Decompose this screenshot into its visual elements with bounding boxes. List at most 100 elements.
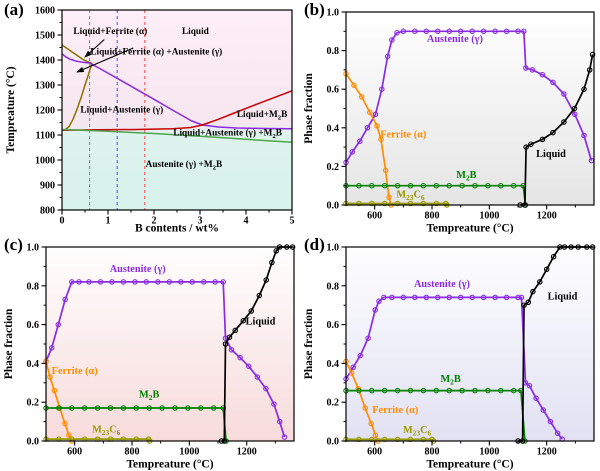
annotation-arrow — [76, 47, 134, 73]
annotation-label: Liquid — [536, 149, 566, 160]
annotation-label: M2B — [440, 374, 460, 387]
annotation-label: Liquid+M2B — [237, 110, 288, 122]
series-m2b-liquidus — [61, 90, 293, 132]
x-axis-title: Tempreature (°C) — [426, 459, 513, 471]
y-tick-label: 1100 — [36, 131, 55, 142]
axes: 600 800 1000 1200 0.0 0.2 0.4 0.6 0.8 1.0 — [327, 8, 595, 222]
x-tick-label: 800 — [125, 447, 140, 458]
x-tick-label: 600 — [367, 211, 382, 222]
plot-annotations: Liquid+Ferrite (α) Liquid Liquid+Ferrite (… — [73, 26, 287, 172]
series-m2b — [343, 387, 528, 444]
annotation-label: M23C6 — [92, 424, 121, 437]
y-tick-label: 0.0 — [327, 201, 340, 212]
y-tick-label: 0.4 — [327, 123, 340, 134]
y-tick-label: 0.4 — [327, 359, 340, 370]
panel-d: (d) Austenite (γ) M2B Ferrite (α) M23C6 Liqu… — [300, 235, 600, 471]
y-axis-title: Phase fraction — [303, 73, 315, 144]
x-tick-label: 1 — [106, 216, 111, 227]
series-liquid — [517, 51, 596, 208]
x-tick-label: 1200 — [537, 447, 557, 458]
y-tick-label: 1.0 — [327, 243, 340, 254]
panel-label-b: (b) — [304, 0, 325, 19]
annotation-label: Liquid+Ferrite (α) +Austenite (γ) — [90, 47, 222, 58]
annotation-label: M23C6 — [396, 189, 425, 202]
y-tick-label: 0.6 — [327, 320, 340, 331]
x-tick-label: 600 — [367, 447, 382, 458]
series-liquid — [218, 244, 296, 444]
annotation-label: Austenite (γ) — [427, 34, 483, 45]
y-tick-label: 0.0 — [27, 437, 40, 448]
x-tick-label: 0 — [60, 216, 65, 227]
plot-background — [346, 12, 594, 205]
panel-a-chart: Liquid+Ferrite (α) Liquid Liquid+Ferrite (… — [5, 6, 295, 235]
y-tick-label: 1000 — [35, 156, 55, 167]
annotation-label: M23C6 — [403, 425, 432, 438]
x-tick-label: 1000 — [479, 447, 499, 458]
series-m2b — [43, 405, 229, 444]
annotation-label: Liquid — [182, 27, 210, 37]
x-tick-label: 5 — [290, 216, 295, 227]
y-tick-label: 1.0 — [27, 243, 40, 254]
x-tick-label: 1000 — [479, 211, 499, 222]
x-tick-label: 4 — [244, 216, 249, 227]
x-tick-label: 3 — [198, 216, 203, 227]
annotation-label: Austenite (γ) — [110, 264, 166, 275]
y-axis-title: Phase fraction — [303, 308, 315, 379]
x-axis-title: B contents / wt% — [135, 223, 219, 235]
plot-annotations: Austenite (γ) M2B Ferrite (α) M23C6 Liquid — [372, 279, 577, 438]
axes: 600 800 1000 1200 0.0 0.2 0.4 0.6 0.8 1.0 — [327, 243, 595, 458]
panel-c: (c) Austenite (γ) Ferrite (α) M2B M23C6 Liqu… — [0, 235, 300, 471]
x-axis-title: Tempreature (°C) — [126, 459, 213, 471]
y-tick-label: 0.6 — [327, 85, 340, 96]
y-tick-label: 0.2 — [327, 162, 340, 173]
series-m23c6 — [343, 200, 450, 208]
annotation-label: M2B — [456, 170, 476, 183]
plot-annotations: Austenite (γ) Ferrite (α) M2B M23C6 Liquid — [380, 34, 566, 202]
series-austenite — [343, 28, 595, 166]
x-tick-label: 2 — [152, 216, 157, 227]
annotation-label: M2B — [139, 389, 159, 402]
y-tick-label: 0.4 — [27, 359, 40, 370]
plot-background — [46, 247, 294, 441]
x-axis-title: Tempreature (°C) — [426, 223, 513, 235]
annotation-label: Austenite (γ) +M2B — [146, 159, 223, 172]
y-tick-label: 0.0 — [327, 437, 340, 448]
panel-b: (b) Austenite (γ) Ferrite (α) M2B M23C6 Liqu… — [300, 0, 600, 235]
panel-label-a: (a) — [4, 0, 24, 19]
plot-annotations: Austenite (γ) Ferrite (α) M2B M23C6 Liquid — [52, 264, 276, 437]
y-tick-label: 0.2 — [27, 398, 40, 409]
panel-b-chart: Austenite (γ) Ferrite (α) M2B M23C6 Liquid 60… — [303, 8, 596, 235]
series-ferrite-boundary — [61, 44, 93, 131]
axes: 0 1 2 3 4 5 800 900 1000 1100 1200 1300 1400 1500 1600 — [35, 6, 295, 227]
plot-background — [346, 247, 594, 441]
y-tick-label: 800 — [40, 206, 55, 217]
panel-a: (a) Liquid+Ferrite (α) Liquid Liquid+Ferri… — [0, 0, 300, 235]
series-solidus — [61, 128, 293, 144]
panel-label-d: (d) — [304, 235, 325, 254]
x-tick-label: 1000 — [179, 447, 199, 458]
annotation-label: Austenite (γ) — [414, 279, 470, 290]
x-tick-label: 1200 — [237, 447, 257, 458]
annotation-label: Liquid+Austenite (γ) +M2B — [173, 127, 282, 140]
x-tick-label: 600 — [67, 447, 82, 458]
annotation-label: Ferrite (α) — [380, 129, 426, 140]
y-tick-label: 1500 — [35, 31, 55, 42]
y-axis-title: Phase fraction — [3, 308, 15, 379]
y-tick-label: 1200 — [35, 106, 55, 117]
y-tick-label: 0.8 — [27, 281, 40, 292]
series-austenite-liquidus — [61, 53, 293, 130]
axes: 600 800 1000 1200 0.0 0.2 0.4 0.6 0.8 1.0 — [27, 243, 295, 458]
y-axis-title: Tempreature (°C) — [5, 66, 17, 153]
y-tick-label: 0.6 — [27, 320, 40, 331]
annotation-label: Liquid+Austenite (γ) — [80, 105, 163, 116]
panel-c-chart: Austenite (γ)Ferrite (α)M2BM23C6Liquid60… — [3, 243, 296, 471]
y-tick-label: 1300 — [35, 81, 55, 92]
x-tick-label: 800 — [425, 211, 440, 222]
panel-label-c: (c) — [4, 235, 23, 254]
y-tick-label: 900 — [40, 181, 55, 192]
series-austenite — [343, 294, 565, 442]
y-tick-label: 0.8 — [327, 46, 340, 57]
annotation-label: Ferrite (α) — [52, 366, 98, 377]
